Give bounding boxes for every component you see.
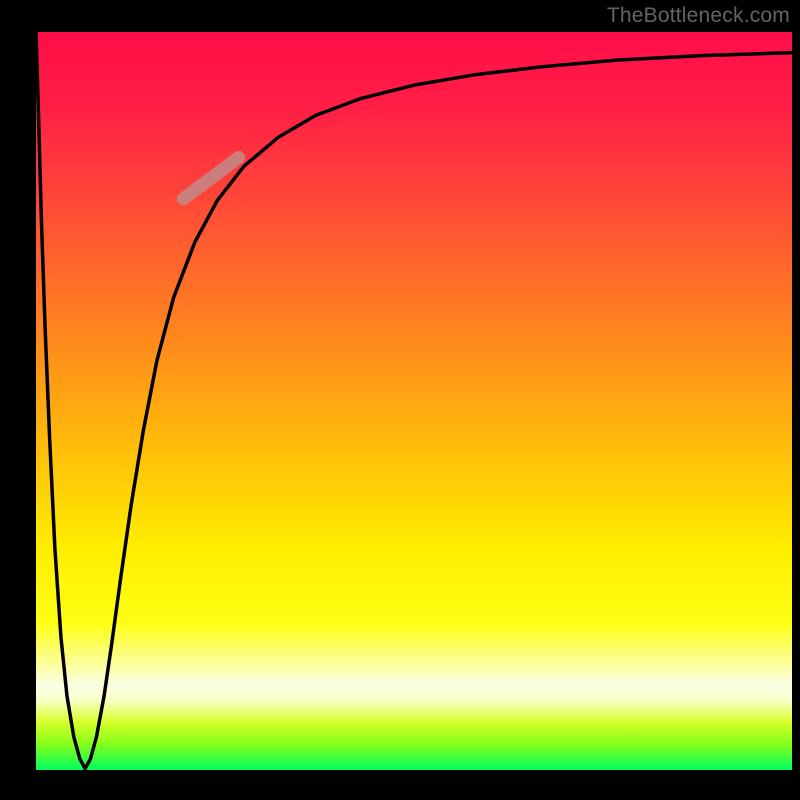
attribution-text: TheBottleneck.com — [607, 4, 790, 28]
chart-stage: TheBottleneck.com — [0, 0, 800, 800]
plot-area — [36, 32, 792, 770]
plot-svg — [36, 32, 792, 770]
